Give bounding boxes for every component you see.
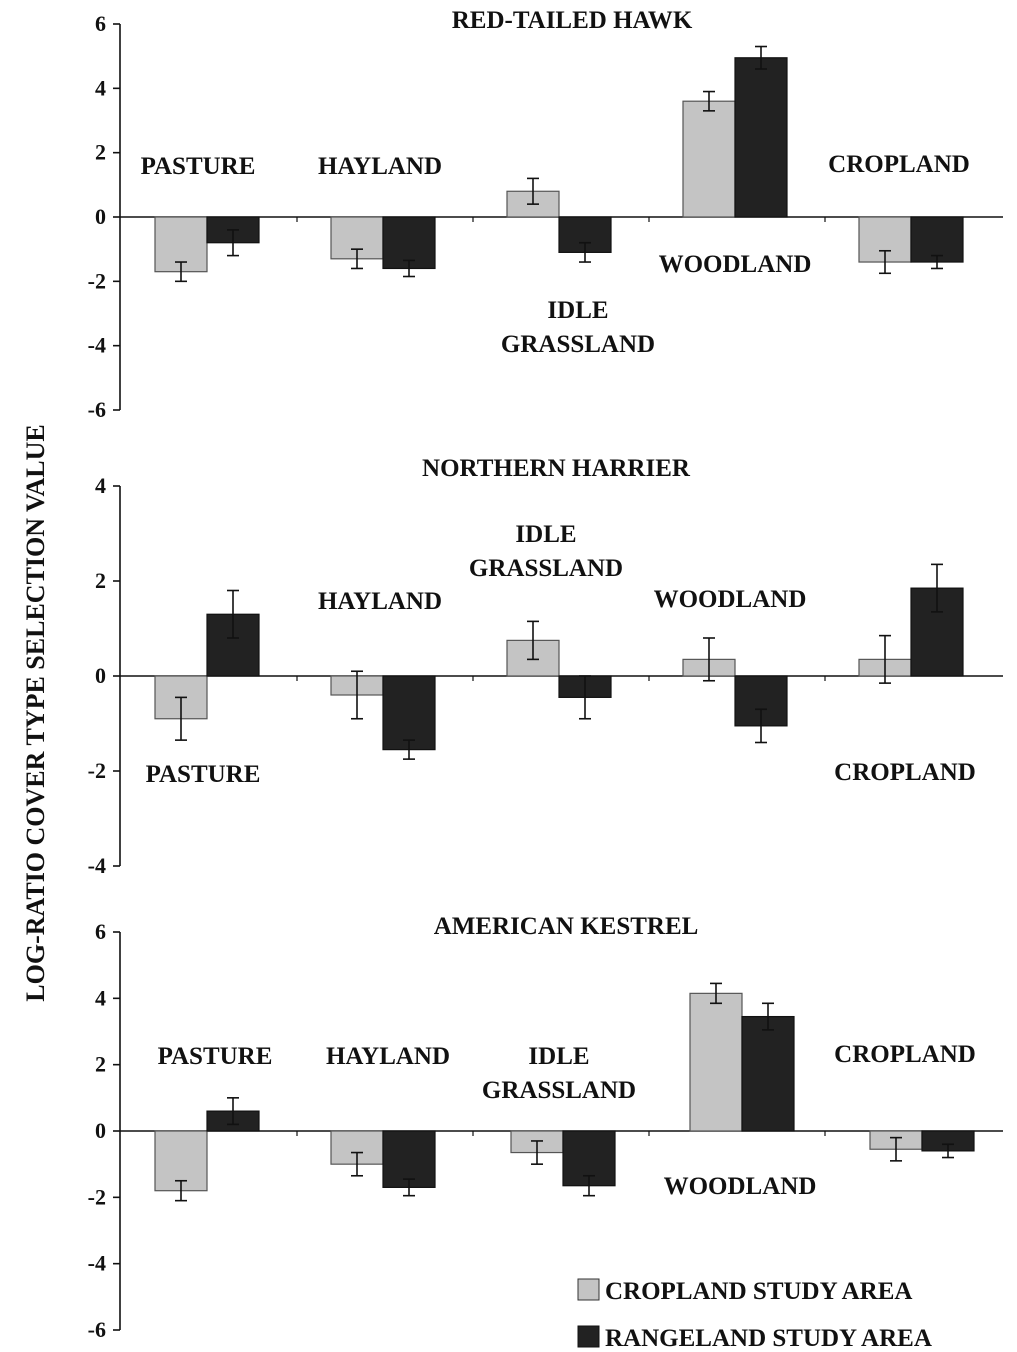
y-tick-label: -2 [88,1184,106,1209]
category-label: GRASSLAND [501,331,655,358]
category-label: HAYLAND [318,153,442,180]
category-label: CROPLAND [834,759,976,786]
category-label: CROPLAND [828,151,970,178]
category-label: WOODLAND [654,586,807,613]
y-tick-label: -6 [88,1317,106,1342]
category-label: HAYLAND [326,1043,450,1070]
y-tick-label: 6 [95,11,106,36]
y-tick-label: 2 [95,140,106,165]
category-label: PASTURE [158,1043,273,1070]
category-label: GRASSLAND [482,1077,636,1104]
panel-title: NORTHERN HARRIER [422,455,691,482]
category-label: GRASSLAND [469,555,623,582]
panel-title: AMERICAN KESTREL [434,913,699,940]
panel-2: 4 2 0 -2 -4 NORTHERN HARRIER PASTURE HAYLAND IDL… [88,455,1003,878]
category-label: CROPLAND [834,1041,976,1068]
category-label: PASTURE [146,761,261,788]
y-tick-label: -4 [88,1251,106,1276]
legend-swatch-cropland [577,1278,600,1301]
y-tick-label: 4 [95,985,106,1010]
legend-swatch-rangeland [577,1325,600,1348]
y-tick-label: -2 [88,758,106,783]
chart-panels: 6 4 2 0 -2 -4 -6 RED-TAILED HAWK PASTURE HAYLAND I… [88,7,1003,1342]
y-tick-label: 6 [95,919,106,944]
panel-3: 6 4 2 0 -2 -4 -6 AMERICAN KESTREL PASTURE HAYLAND… [88,913,1003,1342]
panel-title: RED-TAILED HAWK [452,7,693,34]
y-tick-label: -4 [88,853,106,878]
y-tick-label: -6 [88,397,106,422]
category-label: IDLE [528,1043,589,1070]
category-label: HAYLAND [318,588,442,615]
y-tick-label: 0 [95,1118,106,1143]
y-tick-label: -4 [88,333,106,358]
category-label: WOODLAND [664,1173,817,1200]
category-label: PASTURE [141,153,256,180]
legend: CROPLAND STUDY AREA RANGELAND STUDY AREA [577,1278,932,1352]
y-axis-label: LOG-RATIO COVER TYPE SELECTION VALUE [21,424,50,1001]
y-tick-label: 4 [95,75,106,100]
legend-label-cropland: CROPLAND STUDY AREA [605,1278,912,1305]
bar-rangeland-study-area [734,57,788,218]
y-tick-label: 0 [95,663,106,688]
y-tick-label: 4 [95,473,106,498]
category-label: WOODLAND [659,251,812,278]
bar-rangeland-study-area [741,1015,795,1132]
panel-1: 6 4 2 0 -2 -4 -6 RED-TAILED HAWK PASTURE HAYLAND I… [88,7,1003,422]
bar-cropland-study-area [682,100,736,218]
legend-label-rangeland: RANGELAND STUDY AREA [605,1325,932,1352]
bar-cropland-study-area [689,992,743,1132]
y-tick-label: 0 [95,204,106,229]
category-label: IDLE [515,521,576,548]
y-tick-label: -2 [88,268,106,293]
y-tick-label: 2 [95,1052,106,1077]
bar-rangeland-study-area [382,1130,436,1188]
category-label: IDLE [547,297,608,324]
y-tick-label: 2 [95,568,106,593]
bar-rangeland-study-area [382,675,436,751]
